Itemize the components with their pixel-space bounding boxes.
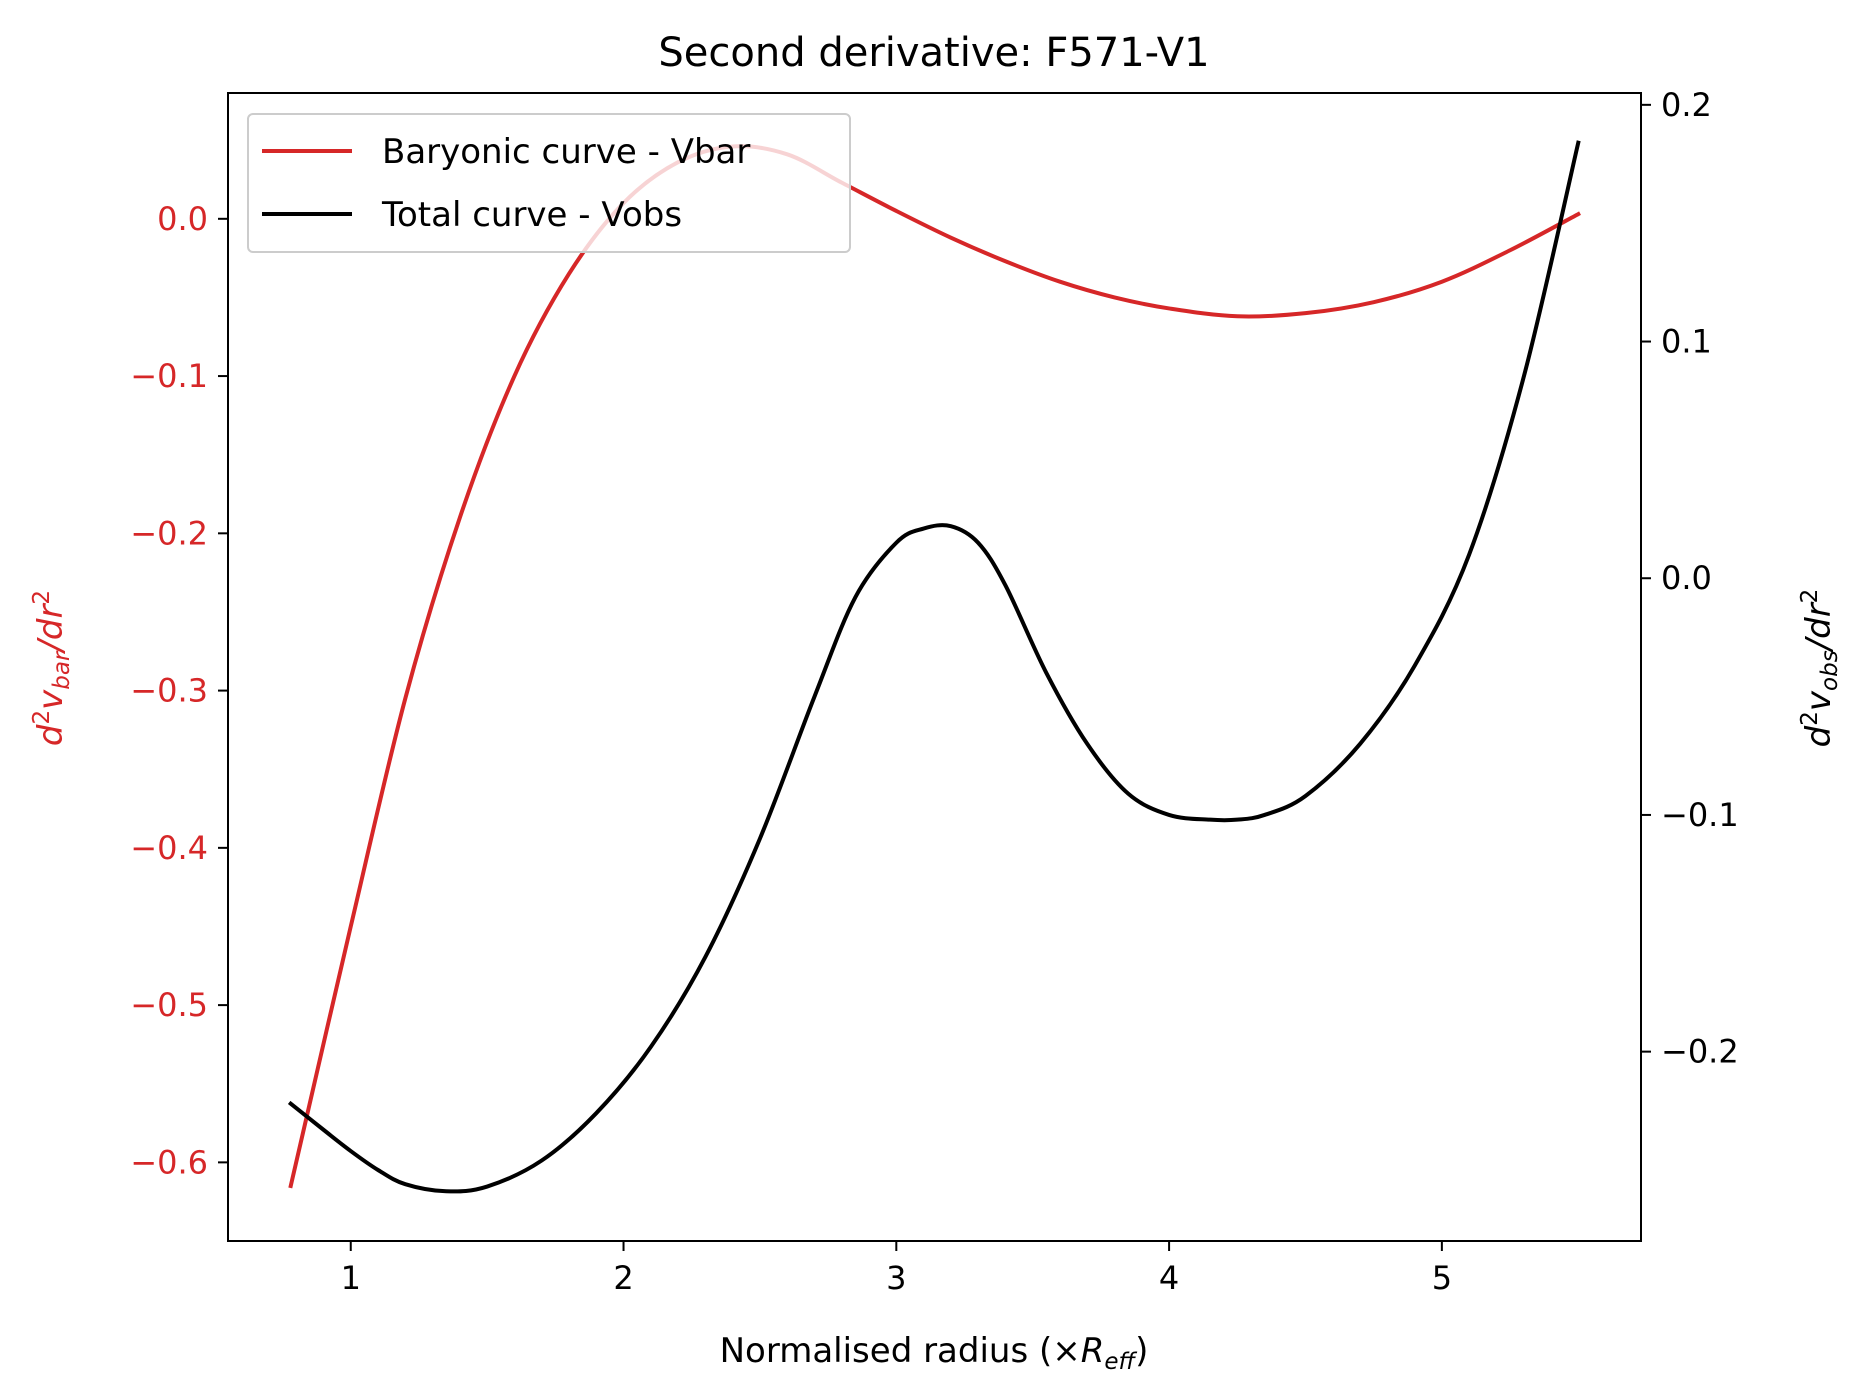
x-tick-label: 1 — [341, 1259, 361, 1297]
right-y-tick-label: −0.2 — [1661, 1033, 1739, 1071]
left-y-axis: 0.0 −0.1 −0.2 −0.3 −0.4 −0.5 −0.6 — [130, 200, 228, 1181]
left-y-tick-label: −0.6 — [130, 1143, 208, 1181]
legend-label-vobs: Total curve - Vobs — [381, 195, 682, 235]
x-tick-label: 2 — [613, 1259, 633, 1297]
right-y-axis: 0.2 0.1 0.0 −0.1 −0.2 — [1641, 86, 1739, 1071]
left-y-tick-label: −0.1 — [130, 357, 208, 395]
x-axis-label: Normalised radius (×Reff) — [720, 1331, 1149, 1375]
left-y-tick-label: −0.3 — [130, 672, 208, 710]
axes-frame — [227, 92, 1642, 1242]
right-y-tick-label: 0.2 — [1661, 86, 1712, 124]
x-tick-label: 3 — [886, 1259, 906, 1297]
legend: Baryonic curve - Vbar Total curve - Vobs — [247, 113, 851, 253]
right-y-tick-label: −0.1 — [1661, 796, 1739, 834]
x-tick-label: 5 — [1432, 1259, 1452, 1297]
left-y-tick-label: −0.4 — [130, 829, 208, 867]
legend-label-vbar: Baryonic curve - Vbar — [382, 132, 750, 172]
x-axis: 1 2 3 4 5 — [341, 1241, 1452, 1297]
x-tick-label: 4 — [1159, 1259, 1179, 1297]
left-y-axis-label: d2vbar/dr2 — [29, 590, 75, 746]
right-y-tick-label: 0.0 — [1661, 559, 1712, 597]
right-y-tick-label: 0.1 — [1661, 323, 1712, 361]
legend-box — [247, 113, 851, 253]
left-y-tick-label: 0.0 — [157, 200, 208, 238]
left-y-tick-label: −0.2 — [130, 514, 208, 552]
right-y-axis-label: d2vobs/dr2 — [1797, 589, 1843, 748]
series-line-vobs — [287, 140, 1581, 1194]
left-y-tick-label: −0.5 — [130, 986, 208, 1024]
chart-title: Second derivative: F571-V1 — [658, 30, 1209, 76]
